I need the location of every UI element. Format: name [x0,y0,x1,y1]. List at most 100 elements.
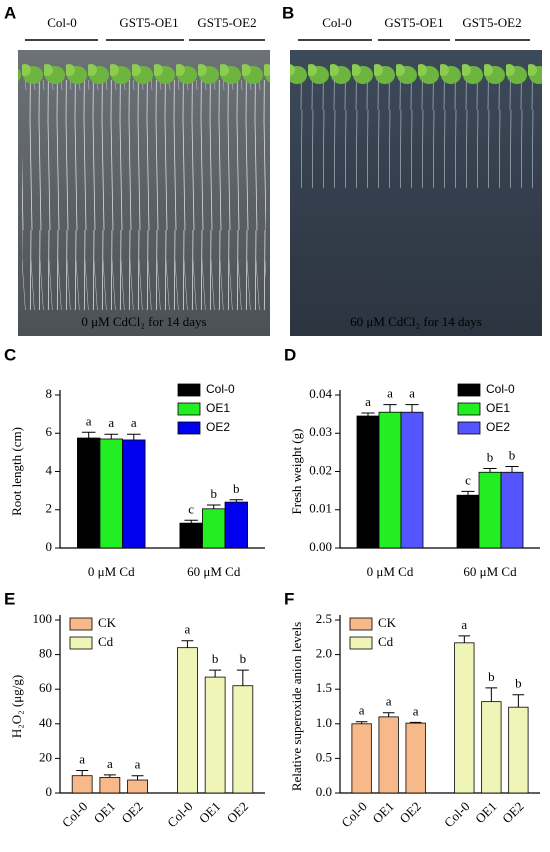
significance-letter: b [509,448,516,463]
significance-letter: a [461,617,467,632]
significance-letter: b [211,486,218,501]
error-bar [104,433,119,439]
y-tick-label: 4 [46,462,53,477]
significance-letter: a [86,413,92,428]
y-tick-label: 60 [39,680,52,695]
bar [224,501,248,549]
y-tick-label: 2.5 [316,611,332,626]
significance-letter: a [409,386,415,401]
legend-swatch [69,636,93,650]
bar [454,642,475,794]
y-tick-label: 8 [46,386,53,401]
significance-letter: a [359,703,365,718]
error-bar [184,519,198,524]
legend-label: OE1 [486,401,510,415]
y-tick-label: 0.00 [309,539,332,554]
photo-caption: 60 μM CdCl₂ for 14 days [350,314,482,329]
panel-label: A [4,3,16,22]
legend-label: Cd [98,634,114,649]
error-bar [405,404,419,413]
significance-letter: c [465,472,471,487]
bar [456,494,480,549]
legend-swatch [457,402,481,416]
error-bar [229,499,244,503]
genotype-header: Col-0 GST5-OE1 GST5-OE2 Col-0 GST5-OE1 G… [25,15,530,41]
significance-letter: b [488,669,495,684]
error-bar [103,774,116,778]
significance-letter: b [487,449,494,464]
error-bar [483,467,497,473]
bar [351,723,372,794]
bar [378,411,402,549]
error-bar [181,640,194,648]
significance-letter: b [212,651,219,666]
y-tick-label: 0.0 [316,784,332,799]
legend-swatch [349,636,373,650]
legend-label: Cd [378,634,394,649]
x-tick-label: OE2 [224,799,251,826]
genotype-label: GST5-OE1 [384,15,443,30]
x-tick-label: OE1 [91,799,118,826]
x-tick-label: OE1 [196,799,223,826]
legend-label: OE1 [206,401,230,415]
panel-label: E [4,589,15,608]
error-bar [355,721,368,724]
significance-letter: a [108,415,114,430]
bar [400,411,424,549]
error-bar [409,721,422,724]
legend-label: Col-0 [486,382,515,396]
y-tick-label: 100 [33,611,53,626]
error-bar [81,431,96,439]
error-bar [485,687,498,702]
bar [508,706,529,794]
bar [232,685,254,794]
bar [77,437,101,549]
y-axis-label: Fresh weight (g) [289,429,304,515]
photo-caption: 0 μM CdCl₂ for 14 days [81,314,206,329]
error-bar [458,635,471,643]
significance-letter: a [386,694,392,709]
panel-label: B [282,3,294,22]
error-bar [236,669,249,686]
x-tick-label: Col-0 [338,799,370,831]
bar [481,701,502,794]
bar [127,779,148,794]
panel-label: D [284,345,296,364]
significance-letter: a [135,757,141,772]
x-tick-label: OE2 [118,799,145,826]
x-tick-label: 60 μM Cd [187,564,241,579]
y-axis-label: Relative superoxide anion levels [289,622,304,791]
genotype-label: GST5-OE2 [462,15,521,30]
significance-letter: a [79,751,85,766]
legend-swatch [177,402,201,416]
significance-letter: a [107,756,113,771]
y-tick-label: 0.01 [309,501,332,516]
error-bar [383,404,397,413]
error-bar [131,775,144,781]
error-bar [76,770,89,776]
y-tick-label: 0 [46,784,53,799]
panel-label: F [284,589,294,608]
y-tick-label: 0.03 [309,424,332,439]
error-bar [127,433,141,440]
legend-label: CK [378,615,397,630]
significance-letter: b [515,676,522,691]
y-tick-label: 40 [39,715,52,730]
y-tick-label: 0.04 [309,386,332,401]
significance-letter: a [131,415,137,430]
significance-letter: c [188,501,194,516]
error-bar [505,466,519,473]
error-bar [461,490,475,496]
bar [405,722,426,794]
legend-swatch [457,383,481,397]
legend-swatch [177,383,201,397]
legend-label: Col-0 [206,382,235,396]
bar [99,777,121,794]
bar [99,438,123,549]
legend-swatch [177,421,201,435]
y-axis-label: Root length (cm) [9,427,24,516]
significance-letter: a [365,394,371,409]
photo-b: 60 μM CdCl₂ for 14 days [290,50,542,336]
x-tick-label: 0 μM Cd [88,564,135,579]
y-tick-label: 80 [39,646,52,661]
